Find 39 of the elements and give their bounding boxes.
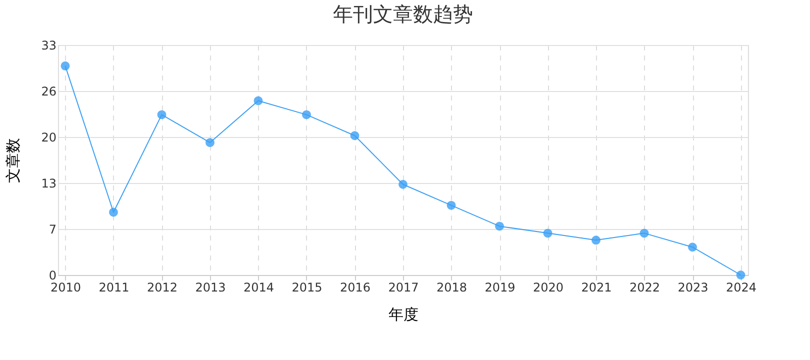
x-tick-label: 2017 (388, 280, 419, 294)
x-tick-label: 2016 (340, 280, 371, 294)
point (592, 236, 600, 245)
y-tick-label: 13 (41, 176, 56, 190)
x-tick-label: 2019 (484, 280, 516, 294)
point (688, 242, 697, 252)
point (254, 96, 263, 106)
x-tick-label: 2012 (146, 280, 178, 294)
x-tick-label: 2018 (436, 280, 468, 294)
x-tick-label: 2010 (50, 280, 82, 294)
x-tick-label: 2011 (98, 280, 130, 294)
point (206, 138, 214, 148)
point (640, 228, 649, 238)
point (109, 208, 118, 217)
point (446, 200, 456, 210)
x-tick-label: 2021 (581, 280, 612, 294)
point (157, 110, 166, 120)
point (543, 228, 552, 238)
point (302, 110, 311, 120)
point (398, 180, 408, 189)
y-axis-title: 文章数 (4, 138, 22, 183)
point (736, 270, 746, 280)
y-tick-label: 20 (41, 130, 56, 144)
x-tick-label: 2013 (195, 280, 226, 294)
point (60, 61, 70, 70)
point (495, 222, 504, 231)
x-tick-label: 2015 (292, 280, 322, 294)
x-axis-title: 年度 (388, 306, 418, 324)
chart-title: 年刊文章数趋势 (333, 2, 473, 26)
y-tick-label: 0 (48, 268, 56, 282)
y-tick-label: 26 (41, 84, 56, 98)
y-tick-label: 7 (48, 222, 56, 236)
y-tick-label: 33 (41, 38, 56, 52)
x-tick-label: 2023 (678, 280, 708, 294)
x-tick-label: 2014 (243, 280, 274, 294)
x-tick-label: 2022 (629, 280, 660, 294)
point (350, 131, 360, 140)
x-tick-label: 2020 (532, 280, 564, 294)
x-tick-label: 2024 (726, 280, 757, 294)
